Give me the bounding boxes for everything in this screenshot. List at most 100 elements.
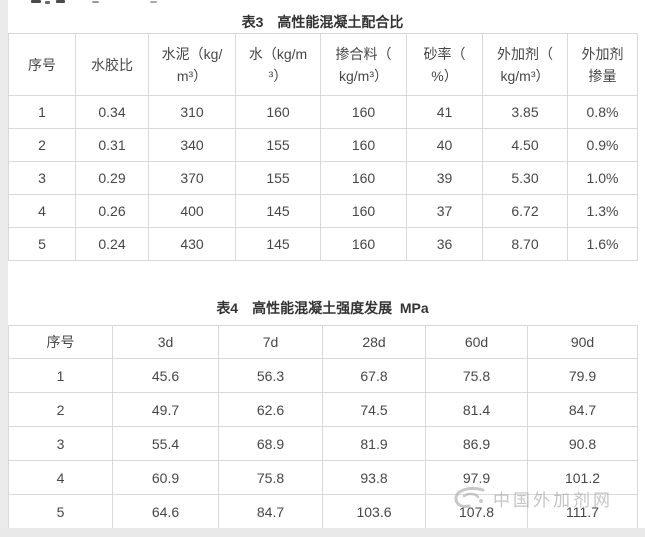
table-row: 3 55.4 68.9 81.9 86.9 90.8 [8, 426, 638, 461]
table-cell: 68.9 [218, 426, 323, 461]
bottom-margin-strip [0, 528, 645, 537]
table-cell: 97.9 [425, 460, 528, 495]
document-content: 表3 高性能混凝土配合比 序号 水胶比 水泥（kg/ m³） 水（kg/m ³）… [8, 0, 638, 529]
table-row: 2 49.7 62.6 74.5 81.4 84.7 [8, 392, 638, 427]
table-cell: 0.24 [75, 227, 149, 261]
table-cell: 5 [8, 494, 113, 529]
table-row: 5 0.24 430 145 160 36 8.70 1.6% [8, 227, 638, 261]
table-cell: 111.7 [527, 494, 638, 529]
table-cell: 430 [148, 227, 236, 261]
table-cell: 4 [8, 194, 76, 228]
table3-header-water-binder-ratio: 水胶比 [75, 33, 149, 96]
table-row: 2 0.31 340 155 160 40 4.50 0.9% [8, 128, 638, 162]
table-cell: 49.7 [112, 392, 219, 427]
table-cell: 400 [148, 194, 236, 228]
table-cell: 310 [148, 95, 236, 129]
table-cell: 5.30 [482, 161, 568, 195]
text-fragment-mark [56, 0, 65, 3]
table-cell: 160 [320, 95, 407, 129]
table-row: 1 0.34 310 160 160 41 3.85 0.8% [8, 95, 638, 129]
table3-header-additive-dosage: 外加剂 掺量 [567, 33, 638, 96]
table-cell: 90.8 [527, 426, 638, 461]
table4-header-60d: 60d [425, 325, 528, 359]
table-cell: 101.2 [527, 460, 638, 495]
table-cell: 55.4 [112, 426, 219, 461]
table4-header-seq: 序号 [8, 325, 113, 359]
table-cell: 160 [320, 128, 407, 162]
table-cell: 1 [8, 358, 113, 393]
table-row: 4 0.26 400 145 160 37 6.72 1.3% [8, 194, 638, 228]
table-cell: 103.6 [322, 494, 426, 529]
table-cell: 6.72 [482, 194, 568, 228]
table-cell: 340 [148, 128, 236, 162]
table-cell: 41 [406, 95, 483, 129]
table4-header-3d: 3d [112, 325, 219, 359]
table-cell: 8.70 [482, 227, 568, 261]
table4-header-7d: 7d [218, 325, 323, 359]
table-cell: 93.8 [322, 460, 426, 495]
table-cell: 4 [8, 460, 113, 495]
table-cell: 160 [320, 194, 407, 228]
table-cell: 67.8 [322, 358, 426, 393]
text-fragment-mark [92, 1, 99, 3]
table-cell: 45.6 [112, 358, 219, 393]
table3-header-sand-ratio: 砂率（ %） [406, 33, 483, 96]
text-fragment-mark [45, 1, 50, 4]
table-cell: 4.50 [482, 128, 568, 162]
table-cell: 3.85 [482, 95, 568, 129]
table3-header-water: 水（kg/m ³） [235, 33, 321, 96]
table4-strength-development: 序号 3d 7d 28d 60d 90d 1 45.6 56.3 67.8 75… [8, 325, 638, 529]
text-fragment-mark [150, 1, 157, 3]
table3-title: 表3 高性能混凝土配合比 [241, 14, 404, 30]
table-cell: 1.3% [567, 194, 638, 228]
table-cell: 84.7 [218, 494, 323, 529]
table-cell: 5 [8, 227, 76, 261]
left-margin-strip [0, 0, 8, 537]
table-cell: 64.6 [112, 494, 219, 529]
table-cell: 39 [406, 161, 483, 195]
table-cell: 160 [320, 161, 407, 195]
table-cell: 3 [8, 161, 76, 195]
table-cell: 56.3 [218, 358, 323, 393]
table-cell: 40 [406, 128, 483, 162]
table-cell: 155 [235, 161, 321, 195]
table-cell: 2 [8, 128, 76, 162]
table-cell: 81.9 [322, 426, 426, 461]
table-cell: 0.29 [75, 161, 149, 195]
table-cell: 155 [235, 128, 321, 162]
table-cell: 107.8 [425, 494, 528, 529]
table4-header-28d: 28d [322, 325, 426, 359]
table-cell: 145 [235, 194, 321, 228]
table3-header-admixture-material: 掺合料（ kg/m³） [320, 33, 407, 96]
table-cell: 37 [406, 194, 483, 228]
table-cell: 36 [406, 227, 483, 261]
table4-title: 表4 高性能混凝土强度发展 MPa [216, 300, 429, 316]
table-cell: 74.5 [322, 392, 426, 427]
table-cell: 75.8 [218, 460, 323, 495]
table3-header-cement: 水泥（kg/ m³） [148, 33, 236, 96]
table3-header-row: 序号 水胶比 水泥（kg/ m³） 水（kg/m ³） 掺合料（ kg/m³） … [8, 33, 638, 96]
table-cell: 160 [235, 95, 321, 129]
table4-header-row: 序号 3d 7d 28d 60d 90d [8, 325, 638, 359]
table4-header-90d: 90d [527, 325, 638, 359]
table-cell: 84.7 [527, 392, 638, 427]
table-cell: 145 [235, 227, 321, 261]
table-cell: 81.4 [425, 392, 528, 427]
table-row: 4 60.9 75.8 93.8 97.9 101.2 [8, 460, 638, 495]
table-cell: 0.26 [75, 194, 149, 228]
table-cell: 86.9 [425, 426, 528, 461]
table-cell: 60.9 [112, 460, 219, 495]
table-cell: 0.31 [75, 128, 149, 162]
table-row: 3 0.29 370 155 160 39 5.30 1.0% [8, 161, 638, 195]
table-cell: 160 [320, 227, 407, 261]
table3-mix-proportions: 序号 水胶比 水泥（kg/ m³） 水（kg/m ³） 掺合料（ kg/m³） … [8, 33, 638, 261]
table-cell: 79.9 [527, 358, 638, 393]
table-cell: 3 [8, 426, 113, 461]
table-cell: 370 [148, 161, 236, 195]
table-cell: 2 [8, 392, 113, 427]
table-cell: 1.0% [567, 161, 638, 195]
table-row: 5 64.6 84.7 103.6 107.8 111.7 [8, 494, 638, 529]
table-cell: 62.6 [218, 392, 323, 427]
table3-header-additive: 外加剂（ kg/m³） [482, 33, 568, 96]
